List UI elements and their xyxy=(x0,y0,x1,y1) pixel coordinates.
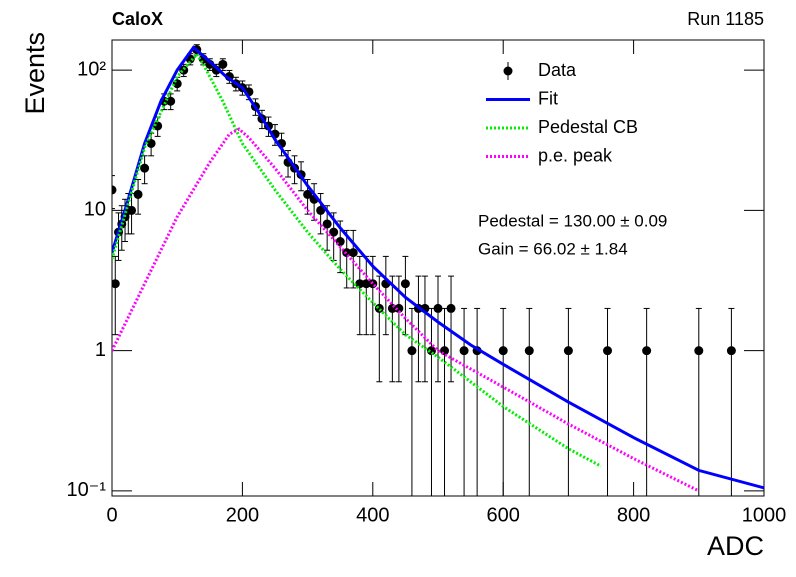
marker xyxy=(153,121,163,131)
plot-area xyxy=(112,44,764,496)
legend-label: Fit xyxy=(538,88,558,108)
data-point xyxy=(420,275,430,383)
data-point xyxy=(166,93,176,111)
data-point xyxy=(498,307,508,496)
data-point xyxy=(112,255,120,336)
x-tick-label: 1000 xyxy=(742,504,787,526)
marker xyxy=(563,346,573,356)
marker xyxy=(322,219,332,229)
y-tick-label: 10 xyxy=(84,199,106,221)
y-tick-label: 10⁻¹ xyxy=(67,479,107,501)
marker xyxy=(394,303,404,313)
data-point xyxy=(433,275,443,383)
marker xyxy=(133,189,143,199)
marker xyxy=(726,346,736,356)
marker xyxy=(146,138,156,148)
plot-frame xyxy=(111,39,765,497)
marker xyxy=(524,346,534,356)
data-point xyxy=(603,307,613,496)
marker xyxy=(374,303,384,313)
marker xyxy=(407,346,417,356)
marker xyxy=(140,163,150,173)
marker xyxy=(498,346,508,356)
data-point xyxy=(440,307,450,496)
annotation: Gain = 66.02 ± 1.84 xyxy=(478,239,628,258)
fit-curve xyxy=(112,127,700,493)
data-point xyxy=(348,229,358,289)
marker xyxy=(316,205,326,215)
y-tick-label: 10² xyxy=(77,58,106,80)
marker xyxy=(603,346,613,356)
chart-subtitle: Run 1185 xyxy=(687,9,764,29)
y-axis-label: Events xyxy=(20,32,50,115)
fit-curve xyxy=(112,51,602,468)
legend-label: Pedestal CB xyxy=(538,117,638,137)
annotation: Pedestal = 130.00 ± 0.09 xyxy=(478,211,667,230)
data-point xyxy=(694,307,704,496)
x-axis-label: ADC xyxy=(707,531,764,561)
marker xyxy=(446,303,456,313)
x-tick-label: 200 xyxy=(226,504,259,526)
data-point xyxy=(387,275,397,383)
data-point xyxy=(355,255,365,336)
data-point xyxy=(127,192,137,235)
chart-title: CaloX xyxy=(112,9,163,29)
data-point xyxy=(153,116,163,137)
marker xyxy=(433,303,443,313)
marker xyxy=(642,346,652,356)
marker xyxy=(112,279,120,289)
marker xyxy=(329,227,339,237)
x-tick-label: 400 xyxy=(356,504,389,526)
marker xyxy=(400,279,410,289)
marker xyxy=(361,279,371,289)
marker xyxy=(303,189,313,199)
x-tick-label: 0 xyxy=(106,504,117,526)
legend-label: p.e. peak xyxy=(538,145,613,165)
x-tick-label: 600 xyxy=(487,504,520,526)
legend-swatch xyxy=(503,66,513,76)
marker xyxy=(218,59,228,69)
marker xyxy=(694,346,704,356)
data-point xyxy=(472,307,482,496)
data-point xyxy=(309,183,319,221)
data-point xyxy=(726,307,736,496)
marker xyxy=(112,185,117,195)
x-tick-label: 800 xyxy=(617,504,650,526)
data-point xyxy=(426,307,436,496)
marker xyxy=(166,96,176,106)
marker xyxy=(459,346,469,356)
data-point xyxy=(446,275,456,383)
legend-label: Data xyxy=(538,60,577,80)
data-point xyxy=(140,155,150,185)
y-tick-label: 1 xyxy=(95,339,106,361)
marker xyxy=(355,279,365,289)
data-point xyxy=(133,179,143,215)
data-point xyxy=(112,175,117,210)
marker xyxy=(127,205,137,215)
fit-curve xyxy=(112,45,764,490)
marker xyxy=(348,248,358,258)
data-point xyxy=(394,275,404,383)
data-point xyxy=(218,58,228,71)
